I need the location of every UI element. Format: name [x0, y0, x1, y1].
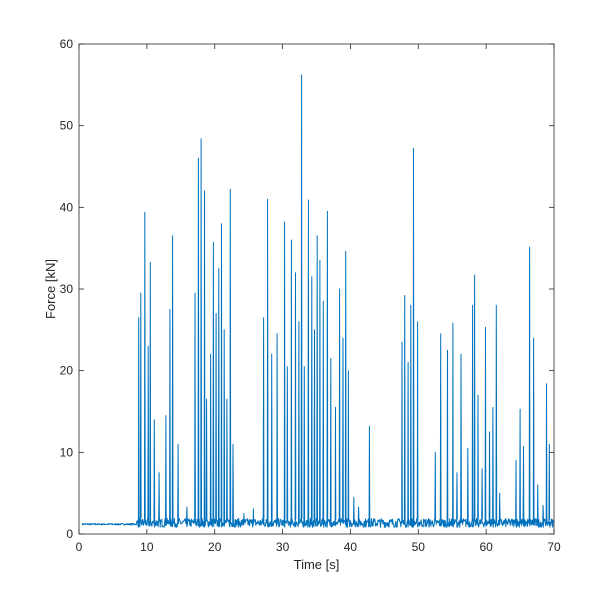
series-layer — [81, 74, 555, 528]
x-axis: 0 10 20 30 40 50 60 70 — [76, 44, 561, 554]
x-axis-label: Time [s] — [294, 557, 340, 572]
x-tick-label: 0 — [76, 540, 83, 554]
x-tick-label: 30 — [276, 540, 290, 554]
x-tick-label: 50 — [412, 540, 426, 554]
x-tick-label: 10 — [140, 540, 154, 554]
y-tick-label: 0 — [66, 527, 73, 541]
y-tick-label: 10 — [60, 445, 74, 459]
x-tick-label: 70 — [547, 540, 561, 554]
y-tick-label: 50 — [60, 119, 74, 133]
y-tick-label: 20 — [60, 364, 74, 378]
y-axis-label: Force [kN] — [43, 259, 58, 319]
x-tick-label: 20 — [208, 540, 222, 554]
y-tick-label: 60 — [60, 37, 74, 51]
y-tick-label: 30 — [60, 282, 74, 296]
y-axis: 0 10 20 30 40 50 60 — [60, 37, 554, 541]
y-tick-label: 40 — [60, 200, 74, 214]
x-tick-label: 60 — [479, 540, 493, 554]
force-series-line — [81, 74, 555, 528]
x-tick-label: 40 — [344, 540, 358, 554]
